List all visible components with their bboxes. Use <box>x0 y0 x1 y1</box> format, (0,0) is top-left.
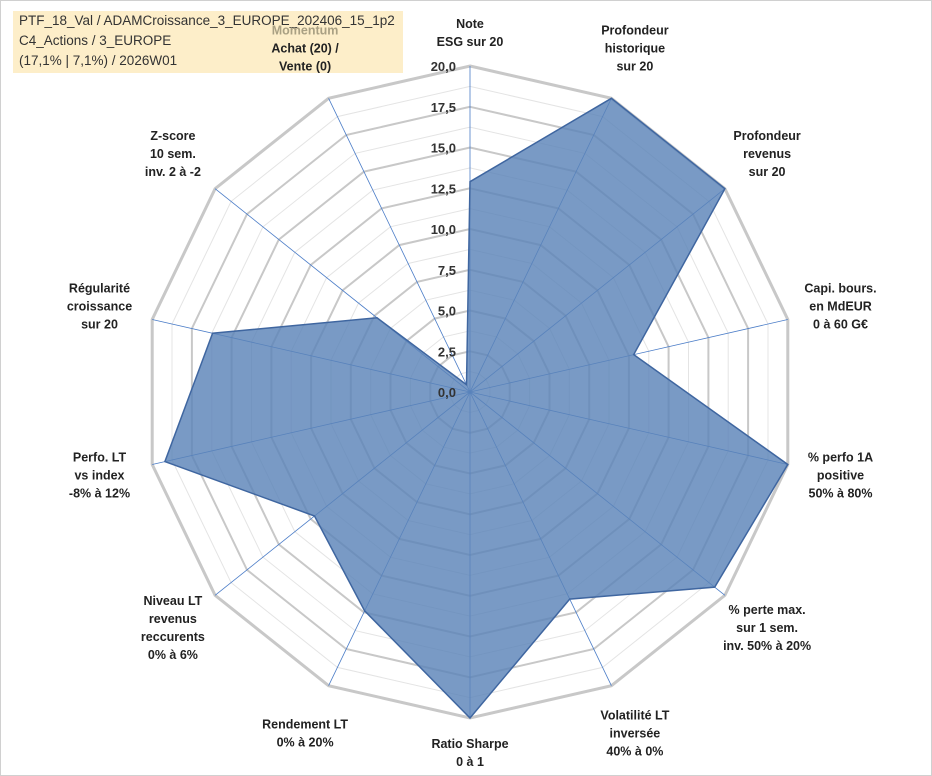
tick-label: 17,5 <box>431 100 456 115</box>
axis-spoke <box>328 98 471 393</box>
axis-label: Niveau LT <box>143 594 202 608</box>
axis-label-group: Volatilité LT inversée 40% à 0% <box>600 708 669 758</box>
portfolio-info-box: PTF_18_Val / ADAMCroissance_3_EUROPE_202… <box>13 11 403 73</box>
portfolio-title: PTF_18_Val / ADAMCroissance_3_EUROPE_202… <box>19 13 395 28</box>
axis-label-group: Perfo. LT vs index -8% à 12% <box>69 451 130 501</box>
axis-group-title: Momentum <box>272 24 339 38</box>
axis-label: revenus <box>149 612 197 626</box>
axis-label: 0% à 20% <box>277 735 334 749</box>
tick-label: 15,0 <box>431 141 456 156</box>
axis-label: 0 à 1 <box>456 755 484 769</box>
axis-label: sur 20 <box>81 317 118 331</box>
axis-label: ESG sur 20 <box>437 35 504 49</box>
axis-label-group: Profondeur revenus sur 20 <box>733 129 800 179</box>
axis-label: sur 1 sem. <box>736 621 798 635</box>
axis-label-group: Ratio Sharpe 0 à 1 <box>431 737 508 769</box>
axis-label: % perfo 1A <box>808 451 873 465</box>
tick-label: 7,5 <box>438 263 456 278</box>
axis-label-group: % perfo 1A positive 50% à 80% <box>808 451 873 501</box>
axis-label-group: Z-score 10 sem. inv. 2 à -2 <box>145 129 201 179</box>
axis-label: Perfo. LT <box>73 451 127 465</box>
tick-label: 5,0 <box>438 304 456 319</box>
axis-label: 0 à 60 G€ <box>813 317 868 331</box>
tick-label: 0,0 <box>438 385 456 400</box>
axis-label: 10 sem. <box>150 147 196 161</box>
axis-label: en MdEUR <box>809 299 872 313</box>
axis-label: Note <box>456 17 484 31</box>
axis-label-group: Profondeur historique sur 20 <box>601 24 668 74</box>
axis-label: Profondeur <box>601 24 668 38</box>
axis-label: inversée <box>610 726 661 740</box>
axis-label: Vente (0) <box>279 60 331 74</box>
axis-label: revenus <box>743 147 791 161</box>
radial-tick-labels: 0,0 2,5 5,0 7,5 10,0 12,5 15,0 17,5 20,0 <box>431 59 456 400</box>
axis-label-group: % perte max. sur 1 sem. inv. 50% à 20% <box>723 603 811 653</box>
performance-week: (17,1% | 7,1%) / 2026W01 <box>19 53 178 68</box>
tick-label: 2,5 <box>438 344 456 359</box>
axis-label: -8% à 12% <box>69 487 130 501</box>
asset-class: C4_Actions / 3_EUROPE <box>19 33 172 48</box>
axis-label: Profondeur <box>733 129 800 143</box>
axis-label: croissance <box>67 299 132 313</box>
tick-label: 10,0 <box>431 222 456 237</box>
axis-label: % perte max. <box>729 603 806 617</box>
axis-label: inv. 2 à -2 <box>145 165 201 179</box>
axis-label-group: Note ESG sur 20 <box>437 17 504 49</box>
axis-label: 50% à 80% <box>809 487 873 501</box>
axis-label-group: Rendement LT 0% à 20% <box>262 717 348 749</box>
tick-label: 20,0 <box>431 59 456 74</box>
axis-label: reccurents <box>141 630 205 644</box>
axis-label: inv. 50% à 20% <box>723 639 811 653</box>
axis-label: 40% à 0% <box>606 744 663 758</box>
axis-label-group: Momentum Achat (20) / Vente (0) <box>271 24 339 74</box>
tick-label: 12,5 <box>431 181 456 196</box>
axis-label: Régularité <box>69 281 130 295</box>
axis-label: historique <box>605 42 665 56</box>
axis-label: vs index <box>74 469 124 483</box>
axis-label: Rendement LT <box>262 717 348 731</box>
axis-label: sur 20 <box>749 165 786 179</box>
axis-label: Volatilité LT <box>600 708 669 722</box>
axis-label: sur 20 <box>616 60 653 74</box>
axis-label: Z-score <box>150 129 195 143</box>
axis-label: 0% à 6% <box>148 648 198 662</box>
axis-label-group: Régularité croissance sur 20 <box>67 281 132 331</box>
axis-label: Capi. bours. <box>804 281 876 295</box>
axis-label-group: Niveau LT revenus reccurents 0% à 6% <box>141 594 205 662</box>
axis-label: Ratio Sharpe <box>431 737 508 751</box>
axis-label: positive <box>817 469 864 483</box>
data-area <box>163 97 789 720</box>
axis-labels: Note ESG sur 20 Profondeur historique sur 20… <box>67 17 877 769</box>
axis-label: Achat (20) / <box>271 42 339 56</box>
data-series-area <box>163 97 789 720</box>
axis-label-group: Capi. bours. en MdEUR 0 à 60 G€ <box>804 281 876 331</box>
